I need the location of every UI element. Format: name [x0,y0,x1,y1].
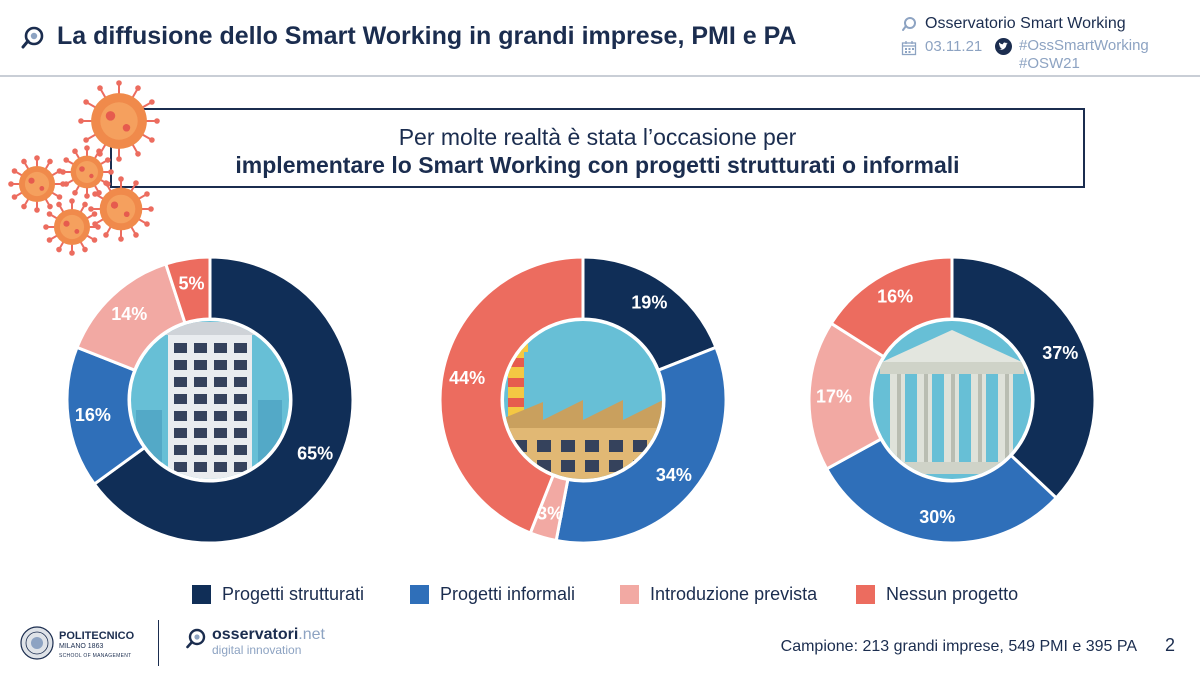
legend-swatch [410,585,429,604]
data-label-progetti-strutturati: 65% [297,444,333,464]
data-label-progetti-informali: 34% [656,465,692,485]
donut-slice-nessun-progetto [829,255,954,359]
header-divider [0,75,1200,77]
government-building-icon [873,321,1031,479]
osservatori-tagline: digital innovation [212,643,302,657]
donut-slice-progetti-strutturati [950,255,1097,501]
data-label-nessun-progetto: 16% [877,287,913,307]
politecnico-name: POLITECNICO [59,630,135,642]
data-label-introduzione-prevista: 14% [111,304,147,324]
virus-icon [60,145,114,199]
legend-label: Introduzione prevista [650,584,818,604]
callout-line-1: Per molte realtà è stata l’occasione per [398,124,797,150]
virus-icon [78,80,160,162]
calendar-icon [901,41,917,56]
osservatori-logo-icon [186,628,206,649]
callout-box: Per molte realtà è stata l’occasione per… [110,108,1085,188]
donut-chart-pa: 37% 30% 17% 16% [807,255,1097,545]
data-label-progetti-strutturati: 19% [631,292,667,312]
donut-slice-progetti-strutturati [92,255,355,545]
callout-line-2: implementare lo Smart Working con proget… [235,152,960,178]
legend-label: Progetti strutturati [222,584,365,604]
virus-icon [43,198,101,256]
osservatori-name: osservatori.net [212,626,325,643]
politecnico-city: MILANO 1863 [59,643,104,650]
date-text: 03.11.21 [925,38,983,55]
donut-slice-progetti-informali [824,436,1059,545]
legend-swatch [192,585,211,604]
page-number: 2 [1165,635,1176,655]
politecnico-seal-icon [20,626,54,660]
legend-swatch [620,585,639,604]
twitter-icon [995,38,1012,55]
legend-label: Progetti informali [440,584,576,604]
hashtag-osssmartworking[interactable]: #OssSmartWorking [1019,37,1149,54]
data-label-progetti-strutturati: 37% [1042,343,1078,363]
data-label-progetti-informali: 16% [75,405,111,425]
legend-label: Nessun progetto [886,584,1019,604]
donut-slice-nessun-progetto [163,255,212,325]
data-label-introduzione-prevista: 3% [537,503,563,523]
org-name: Osservatorio Smart Working [925,15,1126,32]
donut-slice-progetti-informali [554,345,728,545]
legend: Progetti strutturati Progetti informali … [0,582,1200,608]
donut-chart-grandi-imprese: 65% 16% 14% 5% [65,255,355,545]
header: La diffusione dello Smart Working in gra… [0,0,1200,76]
data-label-progetti-informali: 30% [919,507,955,527]
legend-swatch [856,585,875,604]
office-building-icon [131,321,289,479]
donut-chart-pmi: 19% 34% 3% 44% [438,255,728,545]
politecnico-school: SCHOOL OF MANAGEMENT [59,653,132,659]
page-title: La diffusione dello Smart Working in gra… [57,22,797,50]
hashtag-osw21[interactable]: #OSW21 [1019,55,1080,72]
data-label-nessun-progetto: 44% [449,368,485,388]
footer-divider [158,620,159,666]
factory-icon [504,321,662,479]
virus-icon [8,155,66,213]
donut-slice-nessun-progetto [438,255,585,535]
osservatori-small-icon [902,17,916,31]
osservatori-logo-icon [21,26,44,49]
data-label-nessun-progetto: 5% [179,273,205,293]
sample-footnote: Campione: 213 grandi imprese, 549 PMI e … [780,638,1137,655]
data-label-introduzione-prevista: 17% [816,386,852,406]
donut-slice-progetti-strutturati [581,255,718,373]
